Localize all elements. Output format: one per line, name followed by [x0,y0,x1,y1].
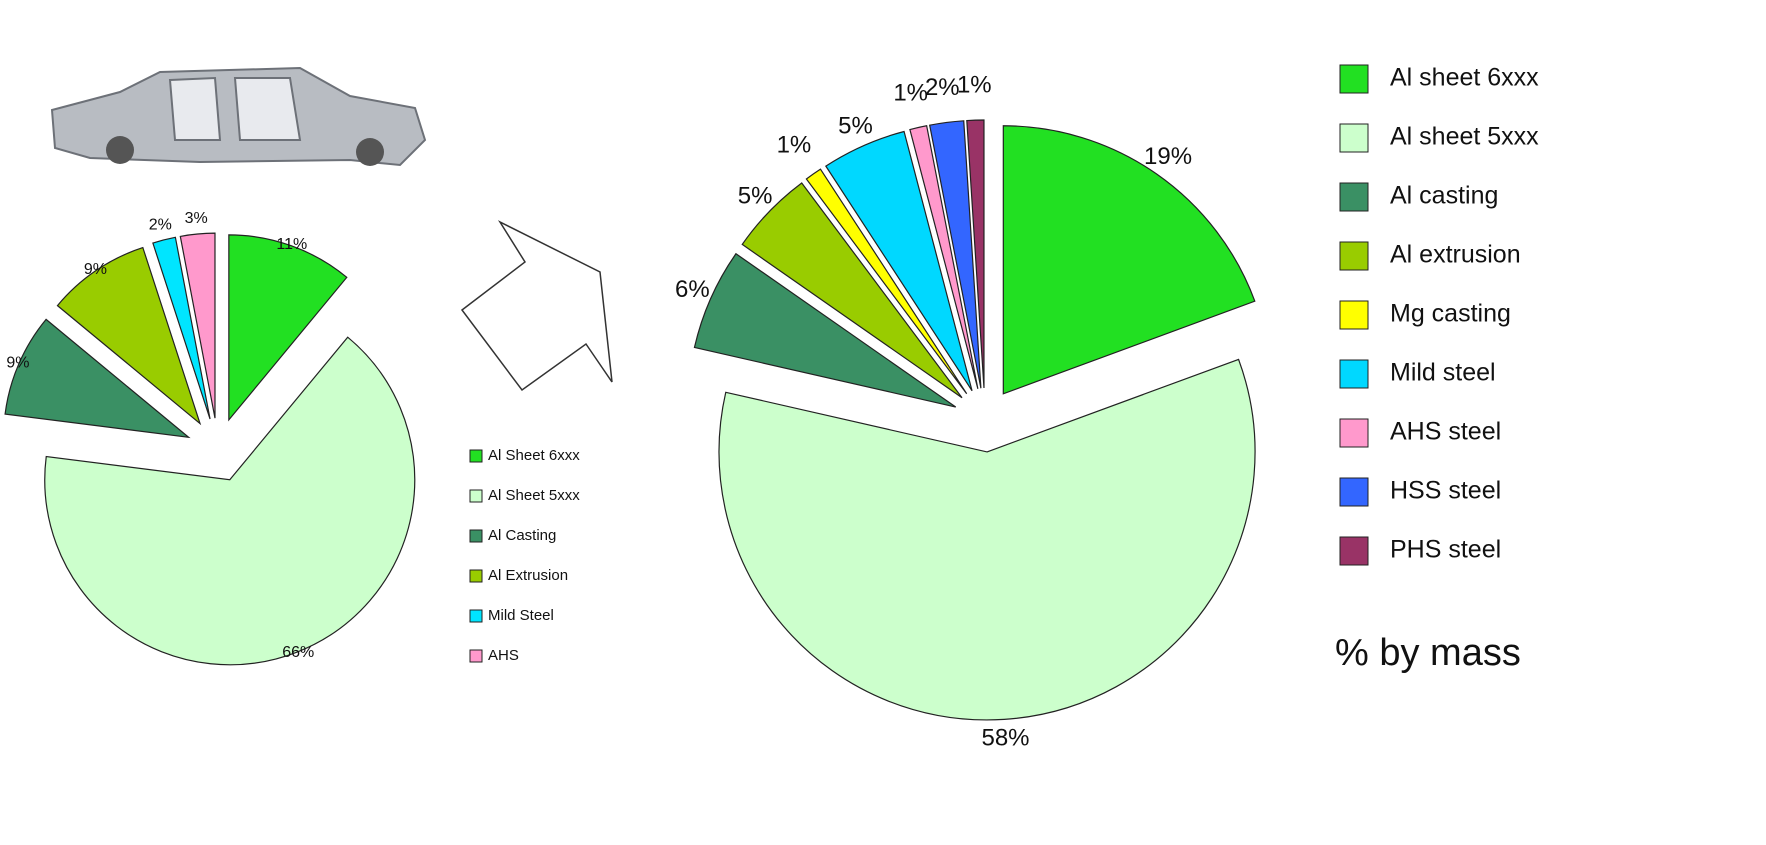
legend-swatch [1339,536,1369,566]
slice-label: 1% [893,80,928,107]
legend-swatch [1339,359,1369,389]
legend-label: AHS steel [1390,418,1501,446]
legend-swatch [469,569,483,583]
slice-label: 58% [981,725,1029,752]
legend-swatch [1339,300,1369,330]
legend-label: Al casting [1390,182,1498,210]
slice-label: 9% [6,355,29,372]
pie-slice [44,336,416,666]
legend-label: Al Sheet 5xxx [488,487,580,504]
legend-swatch [469,489,483,503]
legend-label: Al Sheet 6xxx [488,447,580,464]
legend-label: Al extrusion [1390,241,1521,269]
slice-label: 5% [838,113,873,140]
slice-label: 6% [675,276,710,303]
legend-swatch [469,529,483,543]
legend-swatch [1339,64,1369,94]
pie-slice [56,246,202,426]
slice-label: 9% [84,261,107,278]
legend-label: PHS steel [1390,536,1501,564]
car-body-image [50,66,427,167]
pie-slice [179,232,216,419]
pie-slice [228,234,348,422]
legend-swatch [1339,477,1369,507]
legend-swatch [469,649,483,663]
pie-slice [928,120,982,389]
legend-swatch [1339,123,1369,153]
legend-label: Mild Steel [488,607,554,624]
slice-label: 3% [185,210,208,227]
pie-slice [4,318,191,439]
legend-label: Mild steel [1390,359,1496,387]
slice-label: 66% [282,644,314,661]
legend-swatch [469,609,483,623]
pie-slice [825,130,973,392]
slice-label: 5% [738,183,773,210]
pie-slice [966,119,985,389]
pie-slice [152,236,211,420]
legend-label: Mg casting [1390,300,1511,328]
legend-swatch [1339,182,1369,212]
legend-swatch [469,449,483,463]
legend-label: AHS [488,647,519,664]
legend-label: Al sheet 5xxx [1390,123,1539,151]
pie-slice [718,358,1256,721]
slice-label: 2% [925,74,960,101]
slice-label: 19% [1144,143,1192,170]
pie-slice [909,125,979,389]
slice-label: 1% [957,72,992,99]
slice-label: 2% [149,217,172,234]
pie-slice [741,182,963,399]
legend-swatch [1339,241,1369,271]
legend-label: Al Casting [488,527,556,544]
pie-slice [805,168,968,395]
pie-slice [693,252,957,408]
slice-label: 1% [777,131,812,158]
legend-label: Al Extrusion [488,567,568,584]
arrow [460,220,613,392]
annotation: % by mass [1335,632,1521,674]
pie-slice [1002,125,1256,395]
legend-label: Al sheet 6xxx [1390,64,1539,92]
legend-label: HSS steel [1390,477,1501,505]
slice-label: 11% [276,236,307,253]
legend-swatch [1339,418,1369,448]
